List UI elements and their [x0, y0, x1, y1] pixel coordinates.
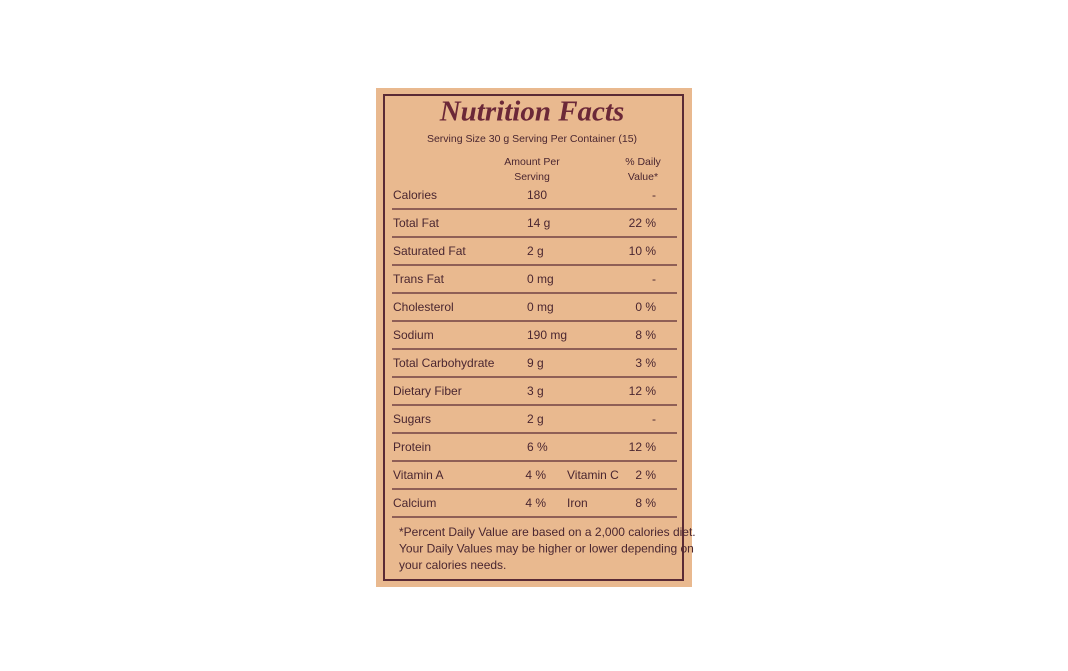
daily-value: 10 % [629, 244, 657, 258]
nutrient-name: Iron [567, 496, 588, 510]
serving-info: Serving Size 30 g Serving Per Container … [427, 133, 637, 145]
nutrient-name: Vitamin A [393, 468, 443, 482]
amount: 0 mg [527, 272, 554, 286]
nutrient-name: Trans Fat [393, 272, 445, 286]
nutrient-name: Vitamin C [567, 468, 619, 482]
column-header: % Daily [625, 156, 661, 168]
daily-value: 2 % [635, 468, 656, 482]
column-header: Value* [628, 171, 658, 183]
amount: 0 mg [527, 300, 554, 314]
nutrient-name: Calcium [393, 496, 436, 510]
nutrient-name: Cholesterol [393, 300, 454, 314]
label-border [383, 94, 684, 581]
nutrient-name: Calories [393, 188, 437, 202]
amount: 3 g [527, 384, 544, 398]
daily-value: - [652, 412, 656, 426]
nutrient-name: Saturated Fat [393, 244, 466, 258]
amount: 180 [527, 188, 547, 202]
footnote: your calories needs. [399, 558, 506, 572]
column-header: Serving [514, 171, 550, 183]
title: Nutrition Facts [439, 96, 625, 128]
nutrient-name: Sugars [393, 412, 431, 426]
amount: 9 g [527, 356, 544, 370]
amount: 2 g [527, 244, 544, 258]
daily-value: 4 % [525, 496, 546, 510]
amount: 14 g [527, 216, 550, 230]
nutrient-name: Total Fat [393, 216, 440, 230]
daily-value: 8 % [635, 496, 656, 510]
nutrient-name: Sodium [393, 328, 434, 342]
daily-value: - [652, 272, 656, 286]
nutrient-name: Dietary Fiber [393, 384, 462, 398]
daily-value: 12 % [629, 440, 657, 454]
daily-value: 4 % [525, 468, 546, 482]
column-header: Amount Per [504, 156, 560, 168]
daily-value: 3 % [635, 356, 656, 370]
daily-value: - [652, 188, 656, 202]
nutrient-name: Protein [393, 440, 431, 454]
label-background [376, 88, 692, 587]
nutrient-name: Total Carbohydrate [393, 356, 495, 370]
daily-value: 22 % [629, 216, 657, 230]
daily-value: 8 % [635, 328, 656, 342]
amount: 2 g [527, 412, 544, 426]
footnote: Your Daily Values may be higher or lower… [399, 542, 694, 556]
amount: 6 % [527, 440, 548, 454]
footnote: *Percent Daily Value are based on a 2,00… [399, 525, 696, 539]
daily-value: 0 % [635, 300, 656, 314]
daily-value: 12 % [629, 384, 657, 398]
amount: 190 mg [527, 328, 567, 342]
